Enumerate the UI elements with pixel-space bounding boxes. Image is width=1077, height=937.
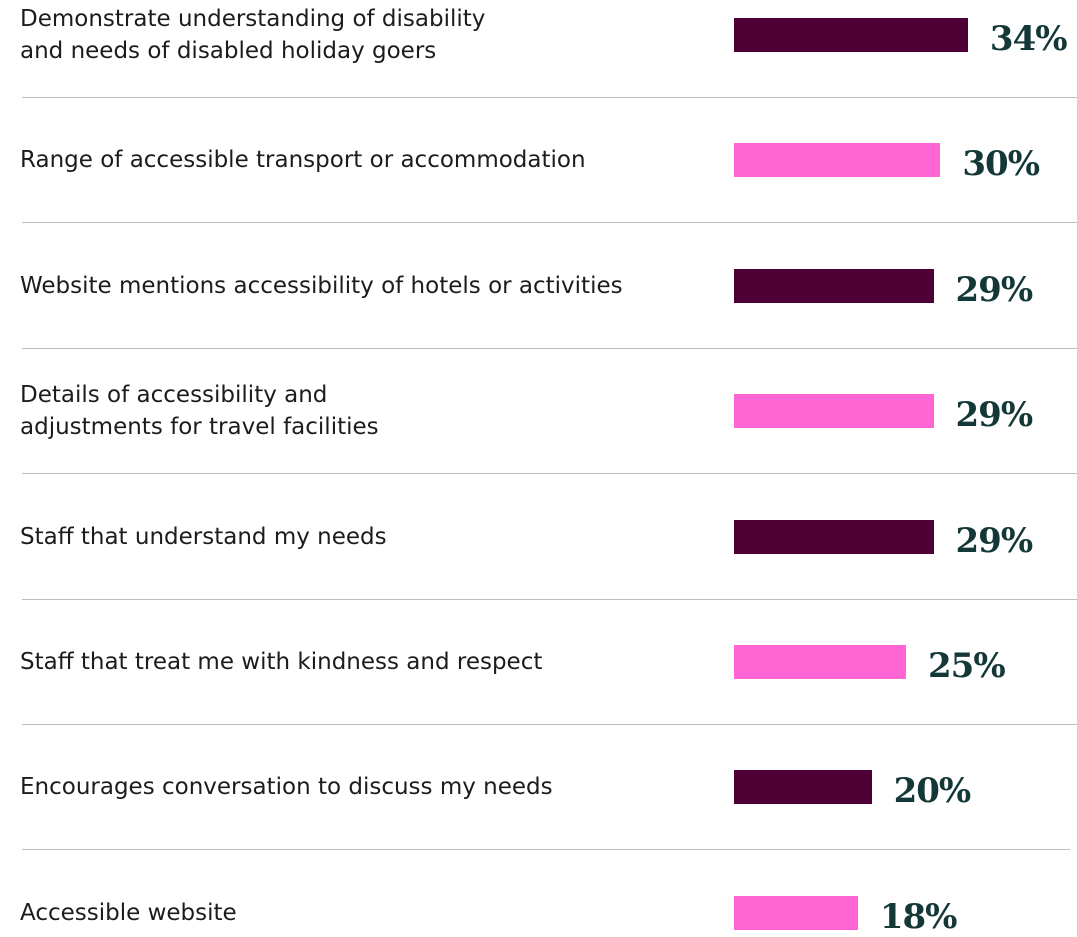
category-label: Staff that treat me with kindness and re…	[20, 649, 543, 675]
value-label: 29%	[955, 395, 1034, 436]
separator	[22, 222, 1077, 224]
separator	[22, 473, 1077, 475]
bar	[734, 394, 934, 429]
bar	[734, 18, 968, 52]
separator	[22, 97, 1077, 98]
value-label: 29%	[955, 269, 1034, 310]
separator	[22, 598, 1077, 600]
bar	[734, 770, 872, 805]
category-label: Accessible website	[20, 899, 237, 926]
category-label: Range of accessible transport or accommo…	[20, 147, 586, 174]
bar	[734, 268, 934, 303]
category-label: Website mentions accessibility of hotels…	[20, 272, 623, 299]
value-label: 29%	[955, 520, 1034, 561]
bar	[734, 895, 858, 930]
category-label: Demonstrate understanding of disability …	[20, 6, 486, 64]
value-label: 34%	[989, 19, 1068, 59]
value-label: 30%	[962, 144, 1040, 185]
category-label: Staff that understand my needs	[20, 523, 387, 550]
bar	[734, 143, 941, 178]
separator	[22, 347, 1077, 349]
bar	[734, 519, 934, 554]
bar	[734, 645, 906, 679]
category-label: Details of accessibility and adjustments…	[20, 382, 379, 441]
category-label: Encourages conversation to discuss my ne…	[20, 774, 553, 801]
separator	[22, 849, 1070, 851]
value-label: 25%	[928, 646, 1006, 686]
value-label: 20%	[893, 771, 972, 812]
separator	[22, 724, 1077, 725]
value-label: 18%	[879, 896, 958, 937]
